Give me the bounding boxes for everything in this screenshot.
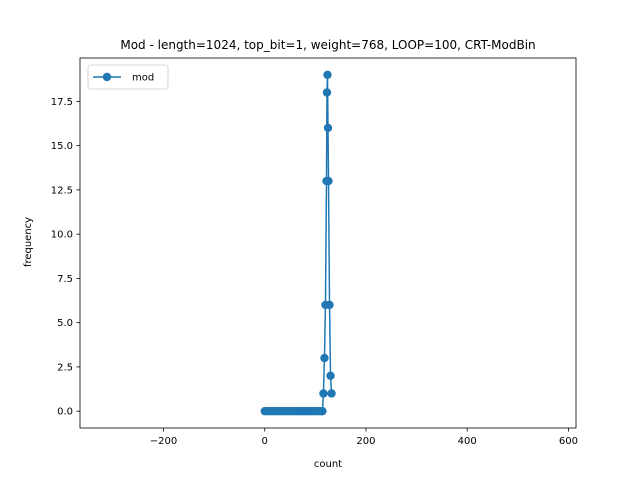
x-tick-label: 0	[262, 436, 268, 447]
y-axis: 0.0 2.5 5.0 7.5 10.0 12.5 15.0 17.5	[51, 97, 80, 418]
x-axis: −200 0 200 400 600	[150, 428, 578, 447]
y-tick-label: 17.5	[51, 97, 73, 108]
x-axis-label: count	[314, 459, 342, 470]
data-point	[325, 300, 334, 310]
y-tick-label: 0.0	[57, 407, 73, 418]
y-axis-label: frequency	[23, 217, 34, 267]
y-tick-label: 7.5	[57, 274, 73, 285]
data-point	[327, 389, 336, 398]
data-point	[326, 371, 335, 380]
axes-frame	[79, 57, 577, 429]
y-tick-label: 10.0	[51, 230, 73, 241]
x-tick-label: −200	[150, 436, 177, 447]
y-tick-label: 12.5	[51, 185, 73, 196]
legend: mod	[87, 64, 169, 90]
x-tick-label: 200	[356, 436, 375, 447]
data-point	[324, 176, 333, 186]
y-tick-label: 5.0	[57, 318, 73, 329]
legend-label: mod	[132, 73, 154, 84]
chart-title: Mod - length=1024, top_bit=1, weight=768…	[120, 38, 535, 52]
data-point	[318, 406, 327, 416]
legend-box	[87, 64, 169, 90]
x-tick-label: 400	[458, 436, 477, 447]
data-point	[323, 70, 332, 80]
data-point	[320, 353, 329, 363]
data-point	[319, 389, 328, 398]
y-tick-label: 15.0	[51, 141, 73, 152]
legend-marker	[102, 72, 112, 82]
plot-area	[260, 70, 336, 416]
data-point	[323, 123, 333, 133]
data-point	[322, 88, 332, 97]
y-tick-label: 2.5	[57, 362, 73, 373]
x-tick-label: 600	[559, 436, 578, 447]
